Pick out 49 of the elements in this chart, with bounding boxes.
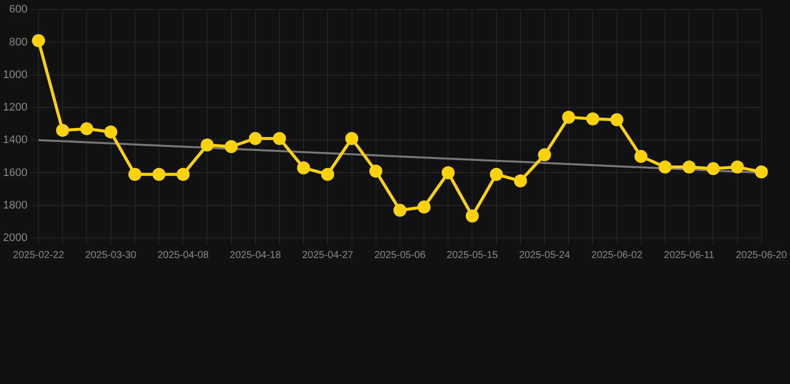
point xyxy=(393,204,406,217)
point xyxy=(80,122,94,136)
point xyxy=(128,168,142,181)
point xyxy=(586,112,600,126)
point xyxy=(369,164,382,178)
point xyxy=(418,200,431,214)
y-tick-label: 1800 xyxy=(2,199,28,212)
point xyxy=(562,110,576,124)
point xyxy=(104,125,118,138)
point xyxy=(297,161,310,174)
x-tick-label: 2025-04-08 xyxy=(157,250,210,261)
point xyxy=(538,148,552,162)
x-tick-label: 2025-06-02 xyxy=(591,250,643,261)
point xyxy=(272,132,286,145)
y-tick-label: 1400 xyxy=(2,134,28,146)
y-tick-label: 1600 xyxy=(2,166,28,179)
y-tick-label: 2000 xyxy=(2,232,28,244)
point xyxy=(466,209,479,222)
x-tick-label: 2025-05-15 xyxy=(446,250,498,261)
point xyxy=(224,140,238,154)
x-tick-label: 2025-04-18 xyxy=(230,250,282,261)
point xyxy=(634,150,648,163)
point xyxy=(490,168,503,181)
point xyxy=(321,168,334,181)
point xyxy=(56,124,70,137)
x-tick-label: 2025-04-27 xyxy=(302,250,354,261)
x-tick-label: 2025-06-20 xyxy=(736,250,788,261)
point xyxy=(176,168,190,181)
point xyxy=(706,162,720,176)
point xyxy=(345,132,358,145)
point xyxy=(514,174,527,188)
point xyxy=(442,166,455,180)
point xyxy=(248,132,262,145)
y-tick-label: 1200 xyxy=(2,102,28,114)
point xyxy=(152,168,166,181)
point xyxy=(682,160,696,174)
point xyxy=(610,113,624,126)
x-tick-label: 2025-02-22 xyxy=(12,250,64,261)
y-tick-label: 800 xyxy=(9,36,28,48)
point xyxy=(754,165,768,178)
point xyxy=(658,160,672,174)
y-tick-label: 600 xyxy=(9,4,28,16)
point xyxy=(200,138,214,152)
x-tick-label: 2025-03-30 xyxy=(85,250,137,261)
x-tick-label: 2025-06-11 xyxy=(664,250,715,261)
point xyxy=(730,160,744,174)
x-tick-label: 2025-05-24 xyxy=(518,250,571,261)
x-tick-label: 2025-05-06 xyxy=(374,250,426,261)
y-tick-label: 1000 xyxy=(2,68,28,81)
